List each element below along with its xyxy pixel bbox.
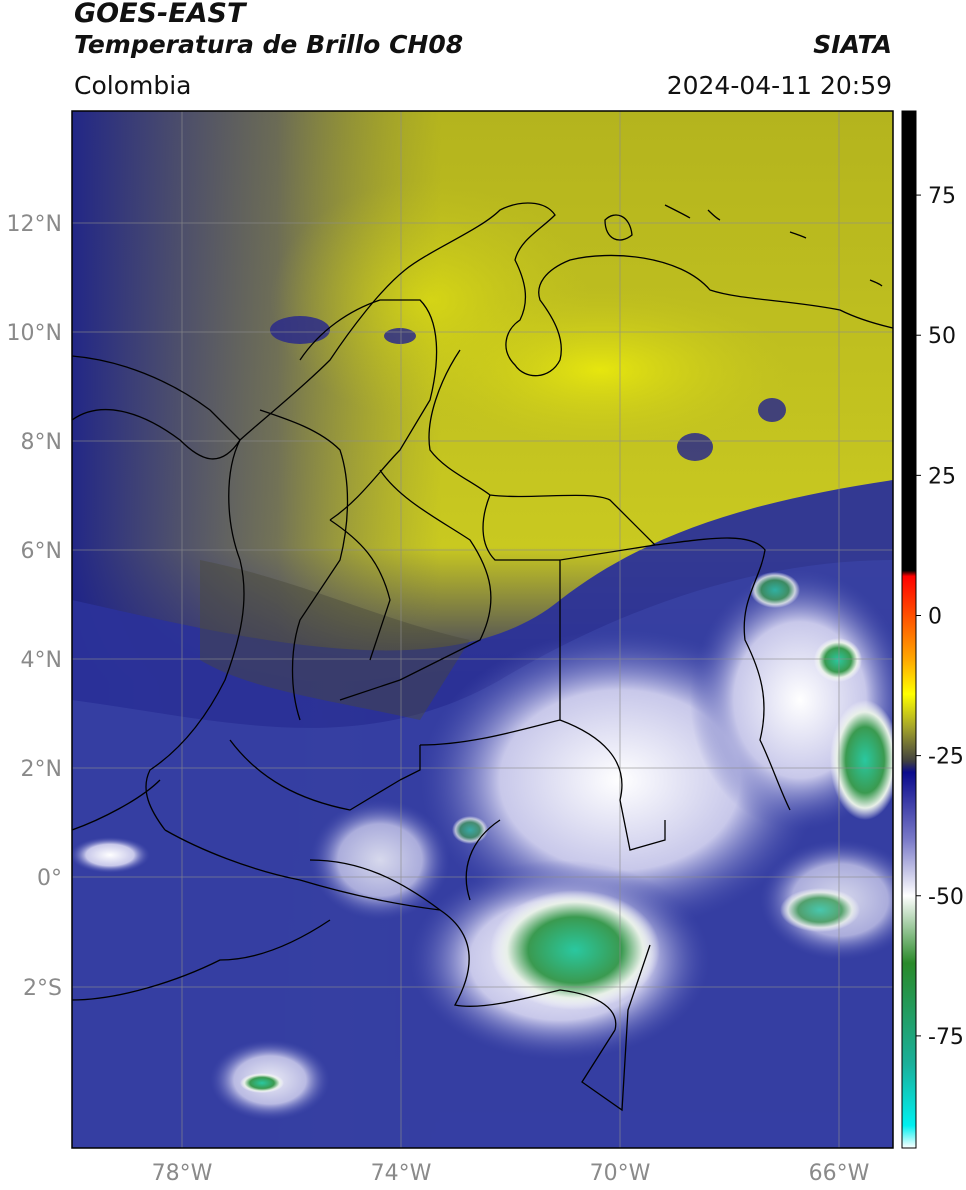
lat-label-8n: 8°N	[21, 430, 62, 455]
colorbar-ticks: 75 50 25 0 -25 -50 -75	[916, 184, 964, 1050]
lat-label-4n: 4°N	[21, 648, 62, 673]
region-label: Colombia	[74, 71, 192, 100]
map-frame	[71, 110, 894, 1149]
datetime-label: 2024-04-11 20:59	[666, 71, 892, 100]
brightness-temperature-field	[72, 111, 893, 1148]
colorbar-tick-label: 0	[928, 604, 942, 629]
lat-label-2n: 2°N	[21, 757, 62, 782]
longitude-labels: 78°W 74°W 70°W 66°W	[152, 1161, 870, 1186]
lat-label-0: 0°	[37, 866, 62, 891]
satellite-title: GOES-EAST	[74, 0, 246, 29]
lon-label-78w: 78°W	[152, 1161, 213, 1186]
product-title: Temperatura de Brillo CH08	[74, 30, 464, 59]
colorbar: 75 50 25 0 -25 -50 -75	[901, 110, 964, 1149]
colorbar-scale	[901, 110, 917, 1149]
colorbar-tick-label: 75	[928, 184, 956, 209]
borders	[72, 202, 893, 1112]
lat-label-6n: 6°N	[21, 539, 62, 564]
colorbar-tick-label: 25	[928, 464, 956, 489]
colorbar-tick-label: -50	[928, 885, 964, 910]
lat-label-12n: 12°N	[7, 212, 62, 237]
graticule	[72, 111, 893, 1148]
source-label: SIATA	[813, 30, 892, 59]
lon-label-70w: 70°W	[590, 1161, 651, 1186]
lon-label-74w: 74°W	[371, 1161, 432, 1186]
lat-label-10n: 10°N	[7, 321, 62, 346]
colorbar-tick-label: -75	[928, 1025, 964, 1050]
lon-label-66w: 66°W	[809, 1161, 870, 1186]
colorbar-tick-label: -25	[928, 745, 964, 770]
colorbar-tick-label: 50	[928, 324, 956, 349]
latitude-labels: 12°N 10°N 8°N 6°N 4°N 2°N 0° 2°S	[7, 212, 62, 1001]
lat-label-2s: 2°S	[23, 976, 62, 1001]
